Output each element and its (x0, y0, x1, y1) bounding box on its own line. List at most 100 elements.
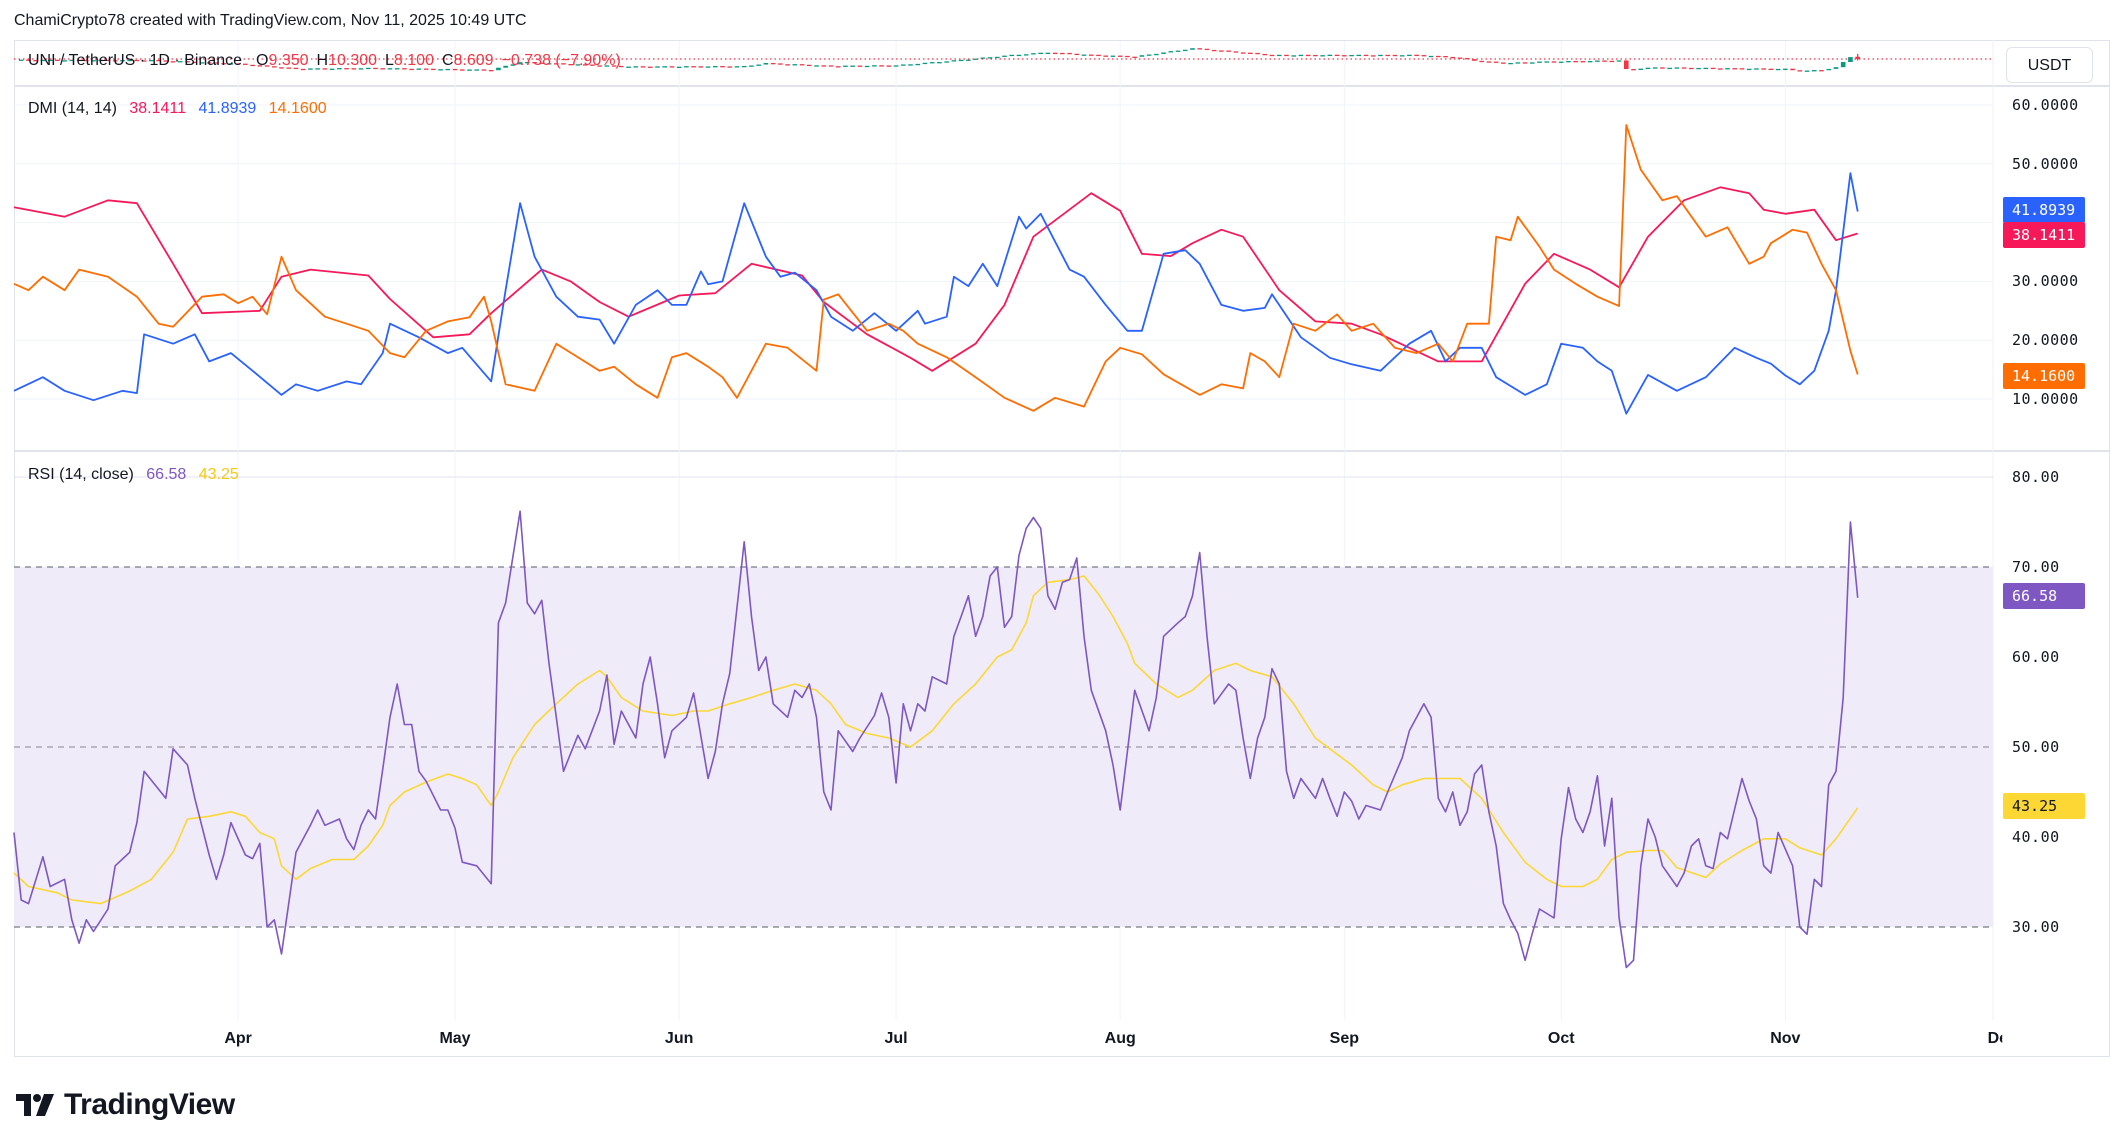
candle (1146, 54, 1152, 56)
candle (1399, 55, 1405, 57)
candle (1284, 54, 1289, 57)
rsi-axis-tick: 60.00 (2012, 648, 2060, 666)
candle (1595, 60, 1600, 62)
candle (18, 59, 24, 61)
currency-button[interactable]: USDT (2006, 47, 2093, 83)
candle (91, 60, 96, 62)
candle (720, 66, 725, 68)
candle (1493, 61, 1499, 63)
candle (337, 68, 342, 70)
candle (1233, 51, 1239, 53)
candle (1652, 67, 1658, 69)
rsi-legend[interactable]: RSI (14, close) 66.58 43.25 (28, 466, 247, 484)
candle (1045, 52, 1051, 54)
candle (1580, 61, 1586, 63)
candle (1551, 61, 1557, 63)
candle (1320, 55, 1325, 57)
adx-value: 38.1411 (129, 100, 187, 117)
candle (308, 68, 313, 70)
candle (177, 61, 183, 63)
candle (503, 65, 508, 68)
candle (958, 59, 964, 62)
candle (908, 64, 913, 66)
candle (900, 64, 906, 66)
plus-di-line (13, 172, 1859, 415)
candle (257, 65, 263, 67)
candle (770, 62, 776, 65)
candle (1110, 55, 1116, 57)
tradingview-logo[interactable]: TradingView (16, 1088, 235, 1122)
candle (980, 57, 986, 59)
candle (264, 65, 270, 67)
candle (763, 62, 769, 65)
candle (445, 68, 451, 71)
candle (1421, 55, 1427, 57)
candle (1168, 51, 1174, 53)
candle (966, 59, 971, 61)
candle (373, 67, 378, 70)
candle (778, 63, 783, 65)
candle (886, 65, 892, 67)
candle (987, 57, 993, 59)
candle (1790, 68, 1795, 71)
time-axis-label: Oct (1547, 1030, 1575, 1047)
candle (929, 62, 935, 64)
candle (1074, 53, 1080, 56)
candle (1689, 67, 1694, 70)
candle (864, 65, 870, 68)
candle (1298, 54, 1304, 57)
candle (105, 59, 111, 62)
candle (206, 62, 212, 64)
candle (1623, 60, 1629, 70)
candle (611, 65, 617, 67)
candle (474, 69, 480, 71)
candle (1154, 53, 1159, 56)
candle (185, 61, 190, 63)
candle (322, 68, 328, 70)
candle (1349, 54, 1354, 57)
candle (814, 65, 819, 67)
candle (1226, 50, 1231, 52)
candle (727, 66, 733, 68)
candle (344, 68, 349, 70)
candle (271, 66, 277, 68)
candle (438, 69, 443, 71)
candle (1797, 70, 1803, 72)
symbol-name[interactable]: UNI / TetherUS · 1D · Binance (28, 52, 243, 69)
candle (1566, 60, 1571, 63)
candle (1457, 57, 1463, 59)
candle (1732, 68, 1738, 70)
candle (47, 59, 53, 62)
open-label: O (256, 52, 269, 69)
candle (1197, 48, 1203, 50)
candle (286, 67, 292, 69)
candle (62, 60, 67, 62)
candle (1501, 62, 1506, 64)
candle (192, 61, 198, 64)
candle (525, 62, 530, 64)
dmi-legend[interactable]: DMI (14, 14) 38.1411 41.8939 14.1600 (28, 100, 335, 118)
candle (1602, 60, 1607, 62)
candle (1052, 52, 1058, 54)
candle (1725, 68, 1730, 70)
rsi-title: RSI (14, close) (28, 466, 134, 483)
candle (698, 66, 704, 68)
candle (1667, 67, 1672, 70)
chart-attribution-header: ChamiCrypto78 created with TradingView.c… (14, 12, 527, 29)
candle (1804, 70, 1810, 72)
candle (893, 65, 899, 67)
candle (633, 66, 639, 68)
candle (55, 59, 60, 62)
low-label: L (385, 52, 394, 69)
candle (365, 67, 371, 70)
plus-di-tag: 41.8939 (2003, 197, 2085, 223)
candle (1313, 54, 1318, 57)
candle (214, 62, 219, 64)
symbol-legend[interactable]: UNI / TetherUS · 1D · Binance O9.350 H10.3… (28, 52, 629, 70)
minus-di-value: 14.1600 (268, 100, 327, 117)
candle (1240, 52, 1246, 54)
candle (828, 65, 834, 67)
candle (1370, 55, 1376, 57)
candle (1327, 54, 1333, 57)
